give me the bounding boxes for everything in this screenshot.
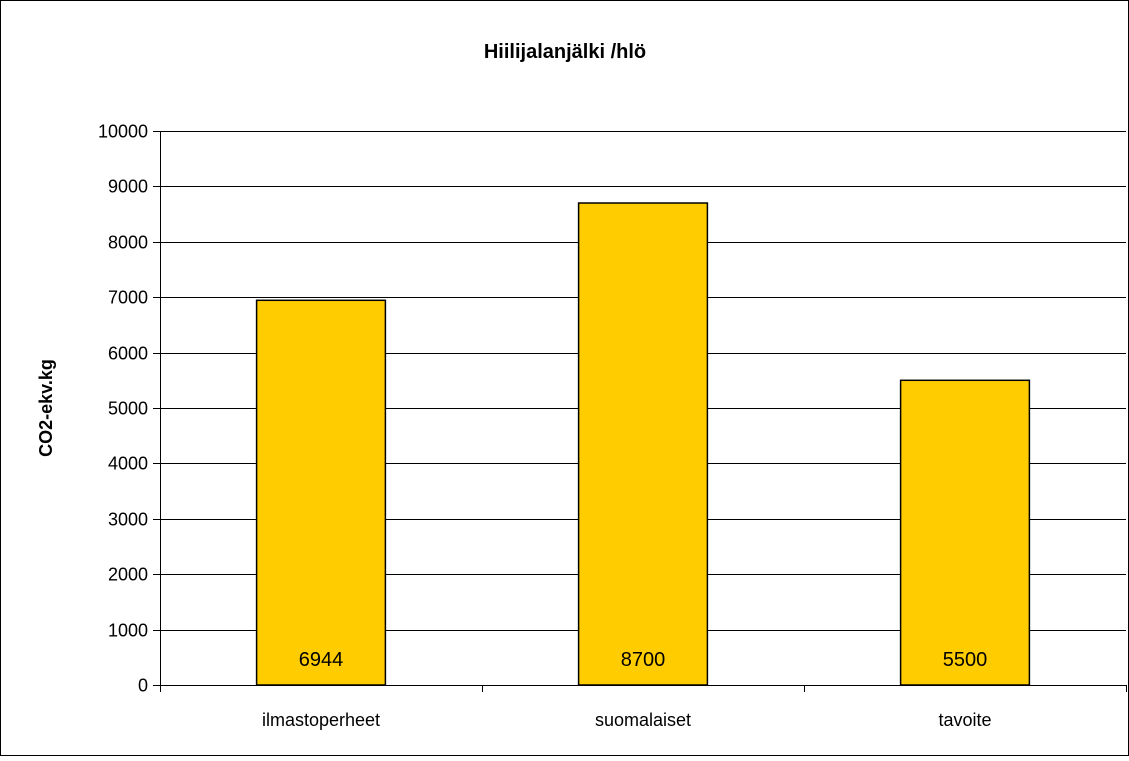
data-label: 6944 [299, 649, 344, 671]
bar-suomalaiset [577, 202, 709, 686]
y-tick-label: 0 [138, 676, 148, 696]
y-tick-label: 3000 [108, 510, 148, 530]
y-tick-label: 10000 [98, 122, 148, 142]
y-tick-label: 9000 [108, 177, 148, 197]
y-tick-labels: 0 1000 2000 3000 4000 5000 6000 7000 8000 9000 100… [98, 122, 148, 696]
x-tick-labels: ilmastoperheet suomalaiset tavoite [262, 710, 992, 730]
y-tick-label: 4000 [108, 454, 148, 474]
data-label: 8700 [621, 649, 666, 671]
y-tick-label: 1000 [108, 621, 148, 641]
y-tick-label: 6000 [108, 344, 148, 364]
data-label: 5500 [943, 649, 988, 671]
x-tick-label: tavoite [938, 710, 991, 730]
y-tick-label: 8000 [108, 233, 148, 253]
bar-tavoite [899, 379, 1031, 686]
y-tick-label: 7000 [108, 288, 148, 308]
y-tick-label: 2000 [108, 565, 148, 585]
axes [153, 131, 1127, 692]
bar-ilmastoperheet [255, 299, 387, 686]
y-axis-label: CO2-ekv.kg [36, 359, 56, 457]
x-tick-label: suomalaiset [595, 710, 691, 730]
data-labels: 6944 8700 5500 [299, 649, 988, 671]
chart-title: Hiilijalanjälki /hlö [484, 41, 646, 63]
x-tick-label: ilmastoperheet [262, 710, 380, 730]
y-tick-label: 5000 [108, 399, 148, 419]
